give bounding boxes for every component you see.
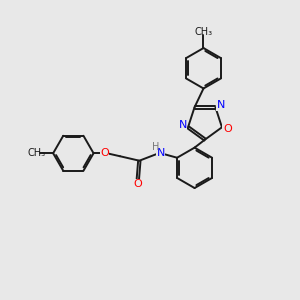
Text: H: H (152, 142, 159, 152)
Text: O: O (100, 148, 109, 158)
Text: N: N (178, 120, 187, 130)
Text: O: O (223, 124, 232, 134)
Text: O: O (134, 179, 142, 190)
Text: N: N (157, 148, 165, 158)
Text: CH₃: CH₃ (194, 27, 213, 37)
Text: CH₃: CH₃ (28, 148, 46, 158)
Text: N: N (217, 100, 225, 110)
